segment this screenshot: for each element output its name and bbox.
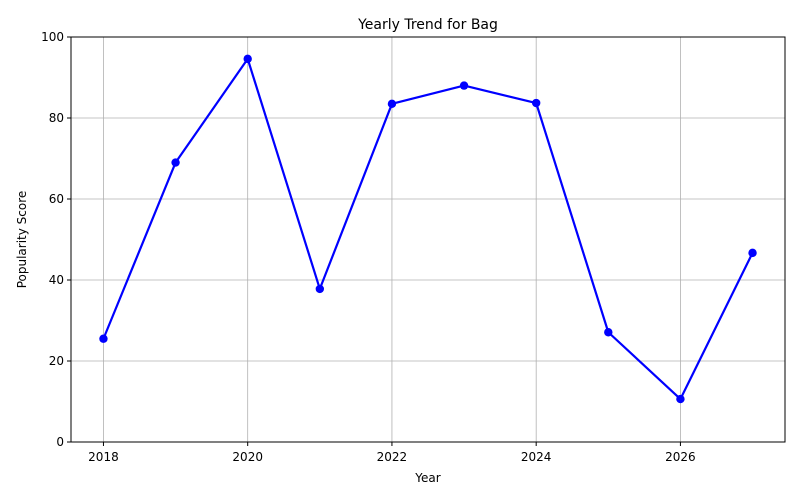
x-tick-label: 2026	[665, 450, 696, 464]
data-point	[387, 99, 397, 109]
x-tick-label: 2022	[377, 450, 408, 464]
x-tick-label: 2018	[88, 450, 119, 464]
data-point	[315, 284, 325, 294]
chart-title: Yearly Trend for Bag	[357, 17, 498, 33]
x-tick-label: 2024	[521, 450, 552, 464]
y-tick-label: 100	[41, 30, 64, 44]
y-tick-label: 20	[49, 354, 64, 368]
data-point	[459, 81, 469, 90]
data-series	[99, 54, 757, 404]
x-tick-label: 2020	[232, 450, 263, 464]
data-point	[243, 54, 252, 64]
y-tick-label: 40	[49, 273, 64, 287]
y-tick-label: 80	[49, 111, 64, 125]
x-axis-label: Year	[414, 471, 440, 485]
plot-frame	[70, 36, 786, 443]
data-point	[99, 334, 108, 343]
y-axis-label: Popularity Score	[15, 191, 29, 289]
data-point	[171, 158, 180, 167]
data-point	[676, 394, 685, 404]
series-line	[102, 57, 754, 401]
data-point	[604, 328, 613, 337]
y-tick-label: 0	[56, 435, 64, 449]
y-tick-label: 60	[49, 192, 64, 206]
axes: 2018 2020 2022 2024 2026 0 20 40 60 80 100	[41, 30, 786, 464]
data-point	[748, 248, 757, 258]
data-point	[531, 98, 541, 108]
